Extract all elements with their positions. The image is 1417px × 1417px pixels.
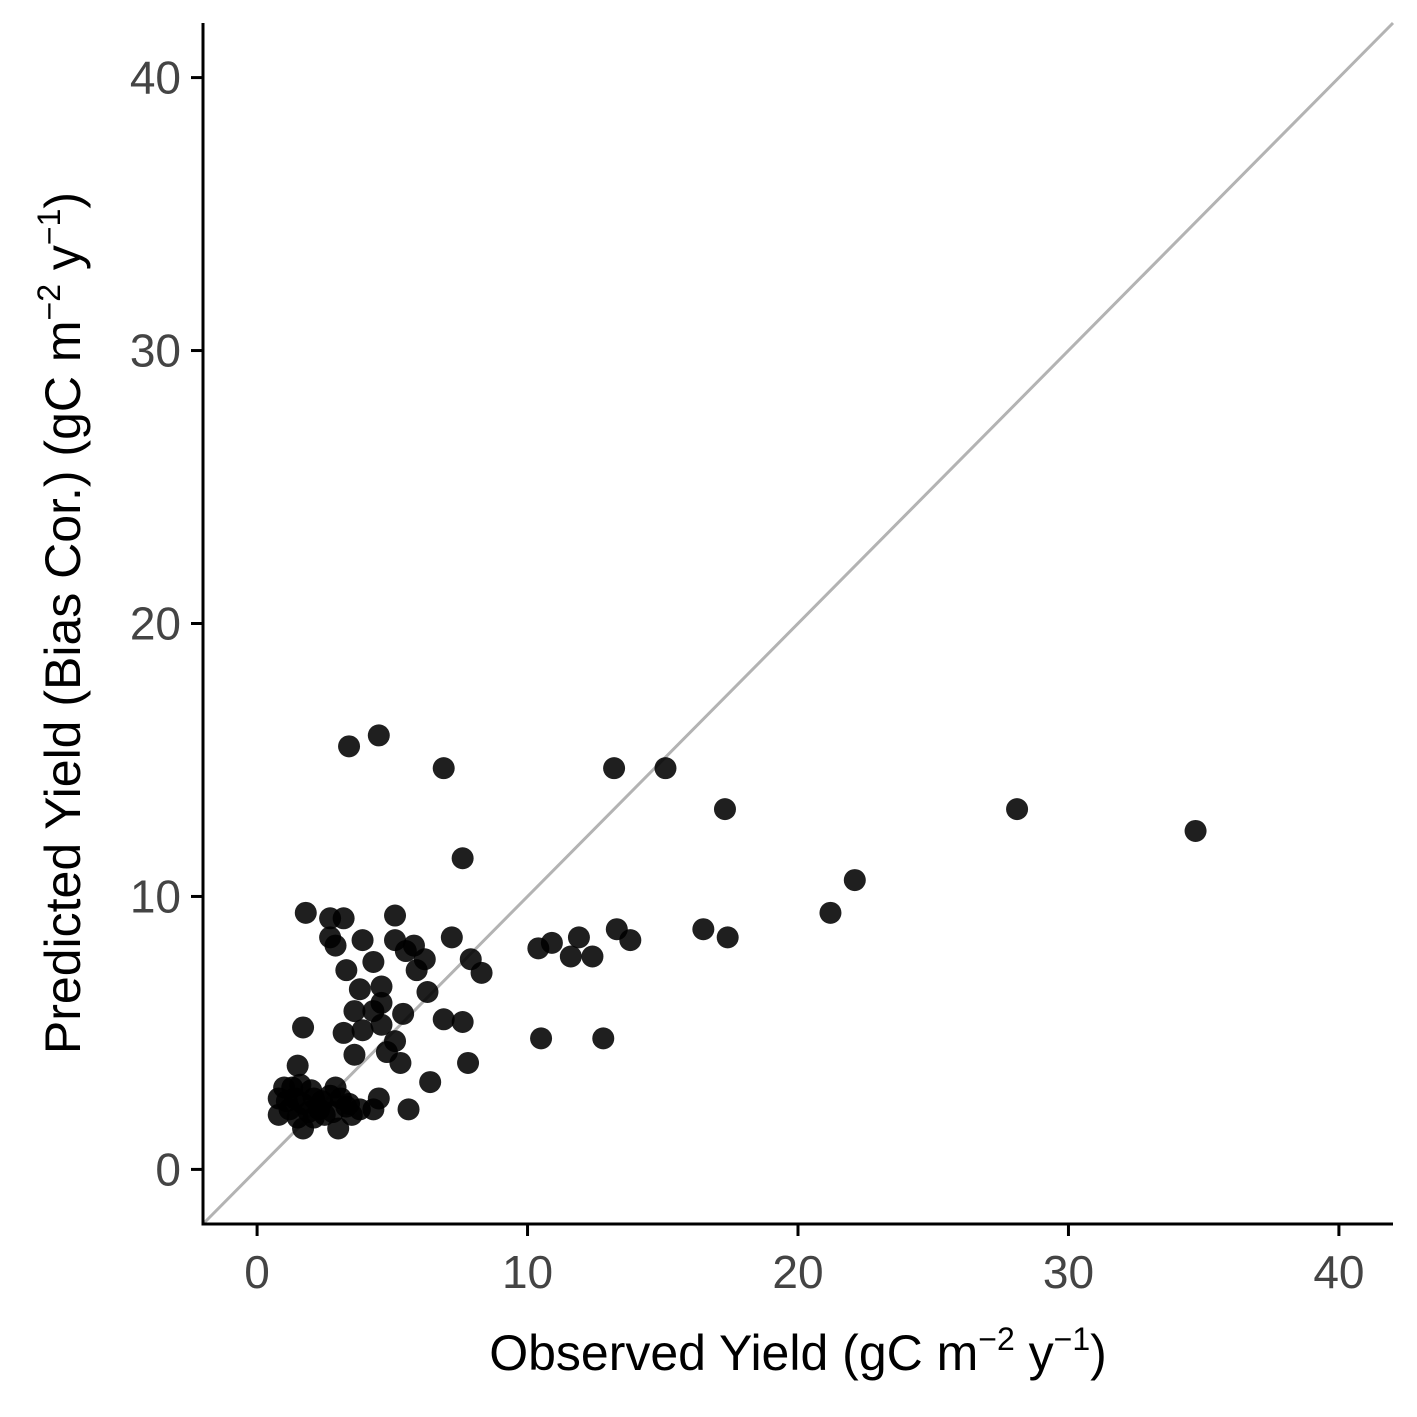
data-point — [294, 901, 317, 924]
data-point — [603, 757, 626, 780]
data-point — [440, 926, 463, 949]
data-point — [559, 945, 582, 968]
data-point — [332, 907, 355, 930]
x-tick-label: 30 — [1043, 1246, 1094, 1298]
data-point — [716, 926, 739, 949]
data-point — [343, 1000, 366, 1023]
x-axis-title: Observed Yield (gC m−2 y−1) — [489, 1321, 1107, 1381]
data-point — [370, 1013, 393, 1036]
data-point — [267, 1103, 290, 1126]
x-tick-label: 40 — [1313, 1246, 1364, 1298]
data-point — [540, 931, 563, 954]
points-layer — [267, 724, 1207, 1140]
axes-layer: 0 10 20 30 40 0 10 20 30 40 — [130, 23, 1393, 1298]
data-point — [338, 735, 361, 758]
data-point — [713, 798, 736, 821]
y-tick-label: 0 — [155, 1143, 181, 1195]
data-point — [392, 1002, 415, 1025]
data-point — [432, 1008, 455, 1031]
data-point — [327, 1117, 350, 1140]
x-tick-label: 0 — [244, 1246, 270, 1298]
data-point — [351, 929, 374, 952]
data-point — [592, 1027, 615, 1050]
data-point — [457, 1051, 480, 1074]
data-point — [313, 1103, 336, 1126]
data-point — [348, 978, 371, 1001]
data-point — [405, 959, 428, 982]
data-point — [567, 926, 590, 949]
data-point — [1184, 819, 1207, 842]
data-point — [384, 904, 407, 927]
data-point — [470, 961, 493, 984]
data-point — [351, 1019, 374, 1042]
data-point — [397, 1098, 420, 1121]
data-point — [530, 1027, 553, 1050]
data-point — [292, 1117, 315, 1140]
data-point — [324, 934, 347, 957]
x-tick-label: 10 — [502, 1246, 553, 1298]
y-axis-title: Predicted Yield (Bias Cor.) (gC m−2 y−1) — [31, 192, 91, 1054]
data-point — [362, 950, 385, 973]
data-point — [692, 918, 715, 941]
data-point — [419, 1071, 442, 1094]
data-point — [343, 1043, 366, 1066]
data-point — [581, 945, 604, 968]
y-tick-label: 10 — [130, 870, 181, 922]
data-point — [335, 959, 358, 982]
data-point — [654, 757, 677, 780]
data-point — [819, 901, 842, 924]
data-point — [340, 1103, 363, 1126]
data-point — [362, 1098, 385, 1121]
data-point — [367, 724, 390, 747]
data-point — [370, 975, 393, 998]
data-point — [332, 1021, 355, 1044]
data-point — [432, 757, 455, 780]
data-point — [451, 847, 474, 870]
data-point — [286, 1054, 309, 1077]
data-point — [1006, 798, 1029, 821]
data-point — [389, 1051, 412, 1074]
data-point — [619, 929, 642, 952]
y-tick-label: 30 — [130, 325, 181, 377]
x-tick-label: 20 — [772, 1246, 823, 1298]
y-tick-label: 40 — [130, 52, 181, 104]
data-point — [416, 980, 439, 1003]
y-tick-label: 20 — [130, 598, 181, 650]
data-point — [451, 1011, 474, 1034]
data-point — [292, 1016, 315, 1039]
data-point — [843, 869, 866, 892]
